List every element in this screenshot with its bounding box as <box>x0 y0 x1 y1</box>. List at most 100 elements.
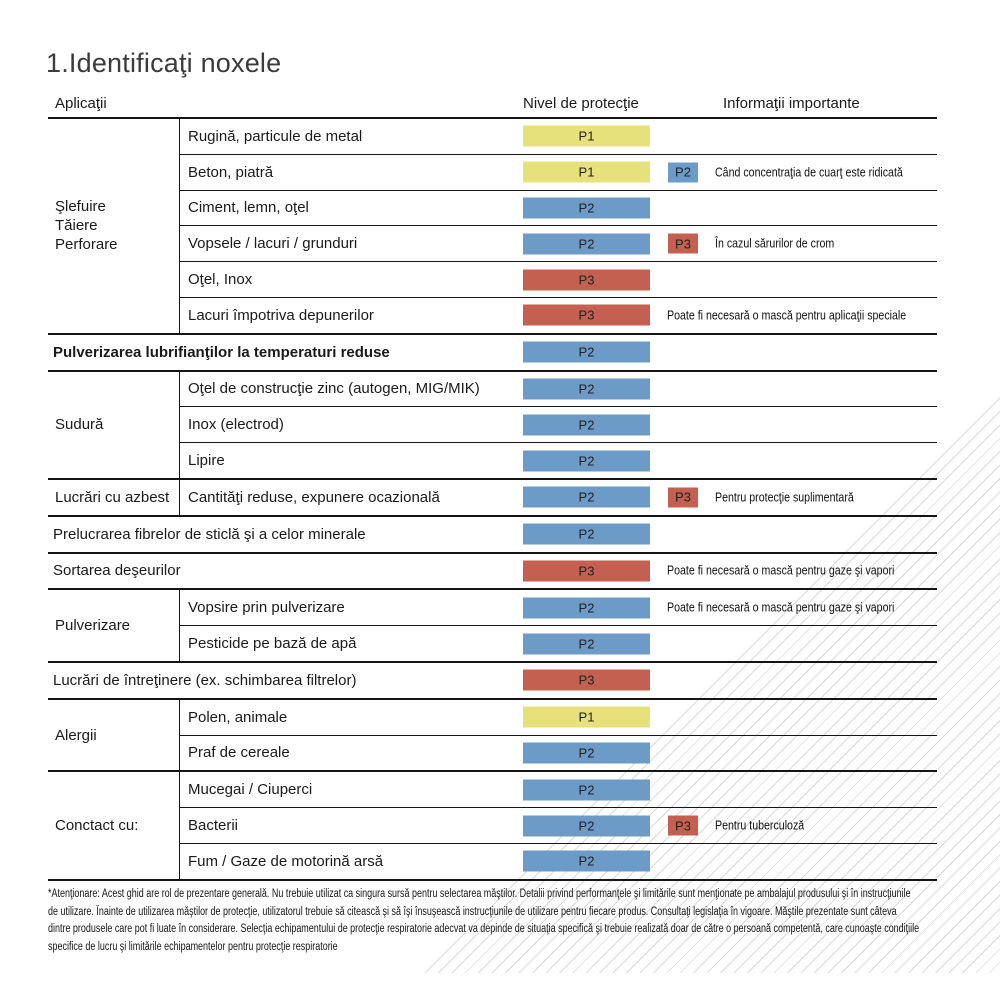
protection-level-bar: P2 <box>523 233 650 255</box>
protection-level-bar: P2 <box>523 779 650 801</box>
table-row: Vopsire prin pulverizare P2 Poate fi nec… <box>180 590 937 625</box>
row-label: Cantităţi reduse, expunere ocazională <box>188 488 440 506</box>
table-row: Oţel de construcţie zinc (autogen, MIG/M… <box>180 372 937 407</box>
row-label: Polen, animale <box>188 708 288 726</box>
row-label: Vopsele / lacuri / grunduri <box>188 235 358 253</box>
table-row-full: Sortarea deşeurilor P3 Poate fi necesară… <box>48 554 937 591</box>
protection-level-bar: P1 <box>523 161 650 183</box>
protection-cell: P2 Poate fi necesară o mască pentru gaze… <box>523 597 935 619</box>
protection-cell: P2 <box>523 197 650 219</box>
table-row: Rugină, particule de metal P1 <box>180 119 937 154</box>
row-label: Inox (electrod) <box>188 416 284 434</box>
table-group-contact: Conctact cu: Mucegai / Ciuperci P2 Bacte… <box>48 772 937 881</box>
category-line: Conctact cu: <box>55 817 139 835</box>
protection-level-bar: P2 <box>523 597 650 619</box>
protection-level-bar: P2 <box>523 523 650 545</box>
table-row: Bacterii P2 P3 Pentru tuberculoză <box>180 807 937 843</box>
category-line: Perforare <box>55 236 118 254</box>
row-label: Oţel, Inox <box>188 271 253 289</box>
table-row-full: Prelucrarea fibrelor de sticlă şi a celo… <box>48 517 937 554</box>
row-label: Pulverizarea lubrifianţilor la temperatu… <box>53 343 390 361</box>
table-row: Polen, animale P1 <box>180 700 937 735</box>
protection-level-bar: P2 <box>523 850 650 872</box>
important-info-text: Pentru tuberculoză <box>715 818 805 833</box>
column-header-important-info: Informaţii importante <box>723 95 860 112</box>
protection-level-bar: P2 <box>523 378 650 400</box>
category-cell: Şlefuire Tăiere Perforare <box>48 119 179 333</box>
row-label: Pesticide pe bază de apă <box>188 635 357 653</box>
table-row: Lacuri împotriva depunerilor P3 Poate fi… <box>180 296 937 333</box>
footnote-line: *Atenţionare: Acest ghid are rol de prez… <box>48 888 911 900</box>
table-row: Pesticide pe bază de apă P2 <box>180 625 937 661</box>
table-row-full: Pulverizarea lubrifianţilor la temperatu… <box>48 335 937 372</box>
protection-cell: P3 Poate fi necesară o mască pentru gaze… <box>523 560 935 582</box>
protection-cell: P2 <box>523 633 650 655</box>
group-items: Mucegai / Ciuperci P2 Bacterii P2 P3 Pen… <box>179 772 937 879</box>
protection-cell: P2 <box>523 341 650 363</box>
protection-level-bar: P2 <box>523 633 650 655</box>
category-cell: Lucrări cu azbest <box>48 480 179 515</box>
important-info-text: Poate fi necesară o mască pentru aplicaţ… <box>667 308 907 323</box>
protection-cell: P2 P3 Pentru tuberculoză <box>523 815 820 837</box>
protection-level-bar: P1 <box>523 125 650 147</box>
protection-level-bar: P2 <box>523 197 650 219</box>
page-title: 1.Identificaţi noxele <box>46 48 282 78</box>
category-cell: Pulverizare <box>48 590 179 661</box>
category-line: Pulverizare <box>55 617 131 635</box>
important-info-text: Când concentraţia de cuarţ este ridicată <box>715 165 903 180</box>
protection-level-badge-secondary: P3 <box>668 233 698 254</box>
row-label: Sortarea deşeurilor <box>53 562 181 580</box>
row-label: Vopsire prin pulverizare <box>188 599 345 617</box>
row-label: Oţel de construcţie zinc (autogen, MIG/M… <box>188 380 480 398</box>
table-row: Fum / Gaze de motorină arsă P2 <box>180 842 937 879</box>
category-cell: Alergii <box>48 700 179 771</box>
table-row: Praf de cereale P2 <box>180 734 937 771</box>
table-row: Ciment, lemn, oţel P2 <box>180 189 937 226</box>
protection-level-bar: P1 <box>523 706 650 728</box>
important-info-text: Poate fi necesară o mască pentru gaze şi… <box>667 563 895 578</box>
table-row: Beton, piatră P1 P2 Când concentraţia de… <box>180 153 937 190</box>
protection-cell: P1 <box>523 706 650 728</box>
protection-level-bar: P2 <box>523 450 650 472</box>
table-group-pulverizare: Pulverizare Vopsire prin pulverizare P2 … <box>48 590 937 663</box>
group-items: Oţel de construcţie zinc (autogen, MIG/M… <box>179 371 937 478</box>
row-label: Fum / Gaze de motorină arsă <box>188 852 384 870</box>
important-info-text: În cazul sărurilor de crom <box>715 236 835 251</box>
protection-level-bar: P2 <box>523 341 650 363</box>
footnote-line: de utilizare. Înainte de utilizarea măşt… <box>48 905 897 918</box>
protection-level-badge-secondary: P3 <box>668 487 698 508</box>
protection-cell: P3 <box>523 669 650 691</box>
group-items: Vopsire prin pulverizare P2 Poate fi nec… <box>179 590 937 661</box>
row-label: Rugină, particule de metal <box>188 127 363 145</box>
protection-cell: P2 <box>523 850 650 872</box>
important-info-text: Pentru protecţie suplimentară <box>715 490 854 505</box>
row-label: Beton, piatră <box>188 163 274 181</box>
important-info-text: Poate fi necesară o mască pentru gaze şi… <box>667 600 895 615</box>
footnote-line: specifice de lucru şi limitările echipam… <box>48 940 338 953</box>
category-line: Lucrări cu azbest <box>55 488 170 506</box>
column-header-applications: Aplicaţii <box>55 95 107 112</box>
table-row: Cantităţi reduse, expunere ocazională P2… <box>180 480 937 515</box>
row-label: Prelucrarea fibrelor de sticlă şi a celo… <box>53 525 366 543</box>
group-items: Cantităţi reduse, expunere ocazională P2… <box>179 479 937 515</box>
protection-cell: P2 <box>523 378 650 400</box>
table-row-full: Lucrări de întreţinere (ex. schimbarea f… <box>48 663 937 700</box>
table-group-sudura: Sudură Oţel de construcţie zinc (autogen… <box>48 371 937 480</box>
category-line: Sudură <box>55 416 104 434</box>
row-label: Bacterii <box>188 817 239 835</box>
protection-cell: P3 <box>523 269 650 291</box>
category-cell: Sudură <box>48 372 179 478</box>
protection-level-bar: P2 <box>523 815 650 837</box>
protection-cell: P2 <box>523 450 650 472</box>
group-items: Polen, animale P1 Praf de cereale P2 <box>179 699 937 771</box>
hazard-table: Şlefuire Tăiere Perforare Rugină, partic… <box>48 117 937 881</box>
table-row: Lipire P2 <box>180 442 937 478</box>
table-group-slefuire: Şlefuire Tăiere Perforare Rugină, partic… <box>48 119 937 335</box>
column-header-protection-level: Nivel de protecţie <box>523 95 639 112</box>
table-row: Oţel, Inox P3 <box>180 261 937 297</box>
protection-cell: P2 <box>523 742 650 764</box>
protection-cell: P1 P2 Când concentraţia de cuarţ este ri… <box>523 161 936 183</box>
table-row: Inox (electrod) P2 <box>180 406 937 442</box>
table-row: Vopsele / lacuri / grunduri P2 P3 În caz… <box>180 225 937 261</box>
